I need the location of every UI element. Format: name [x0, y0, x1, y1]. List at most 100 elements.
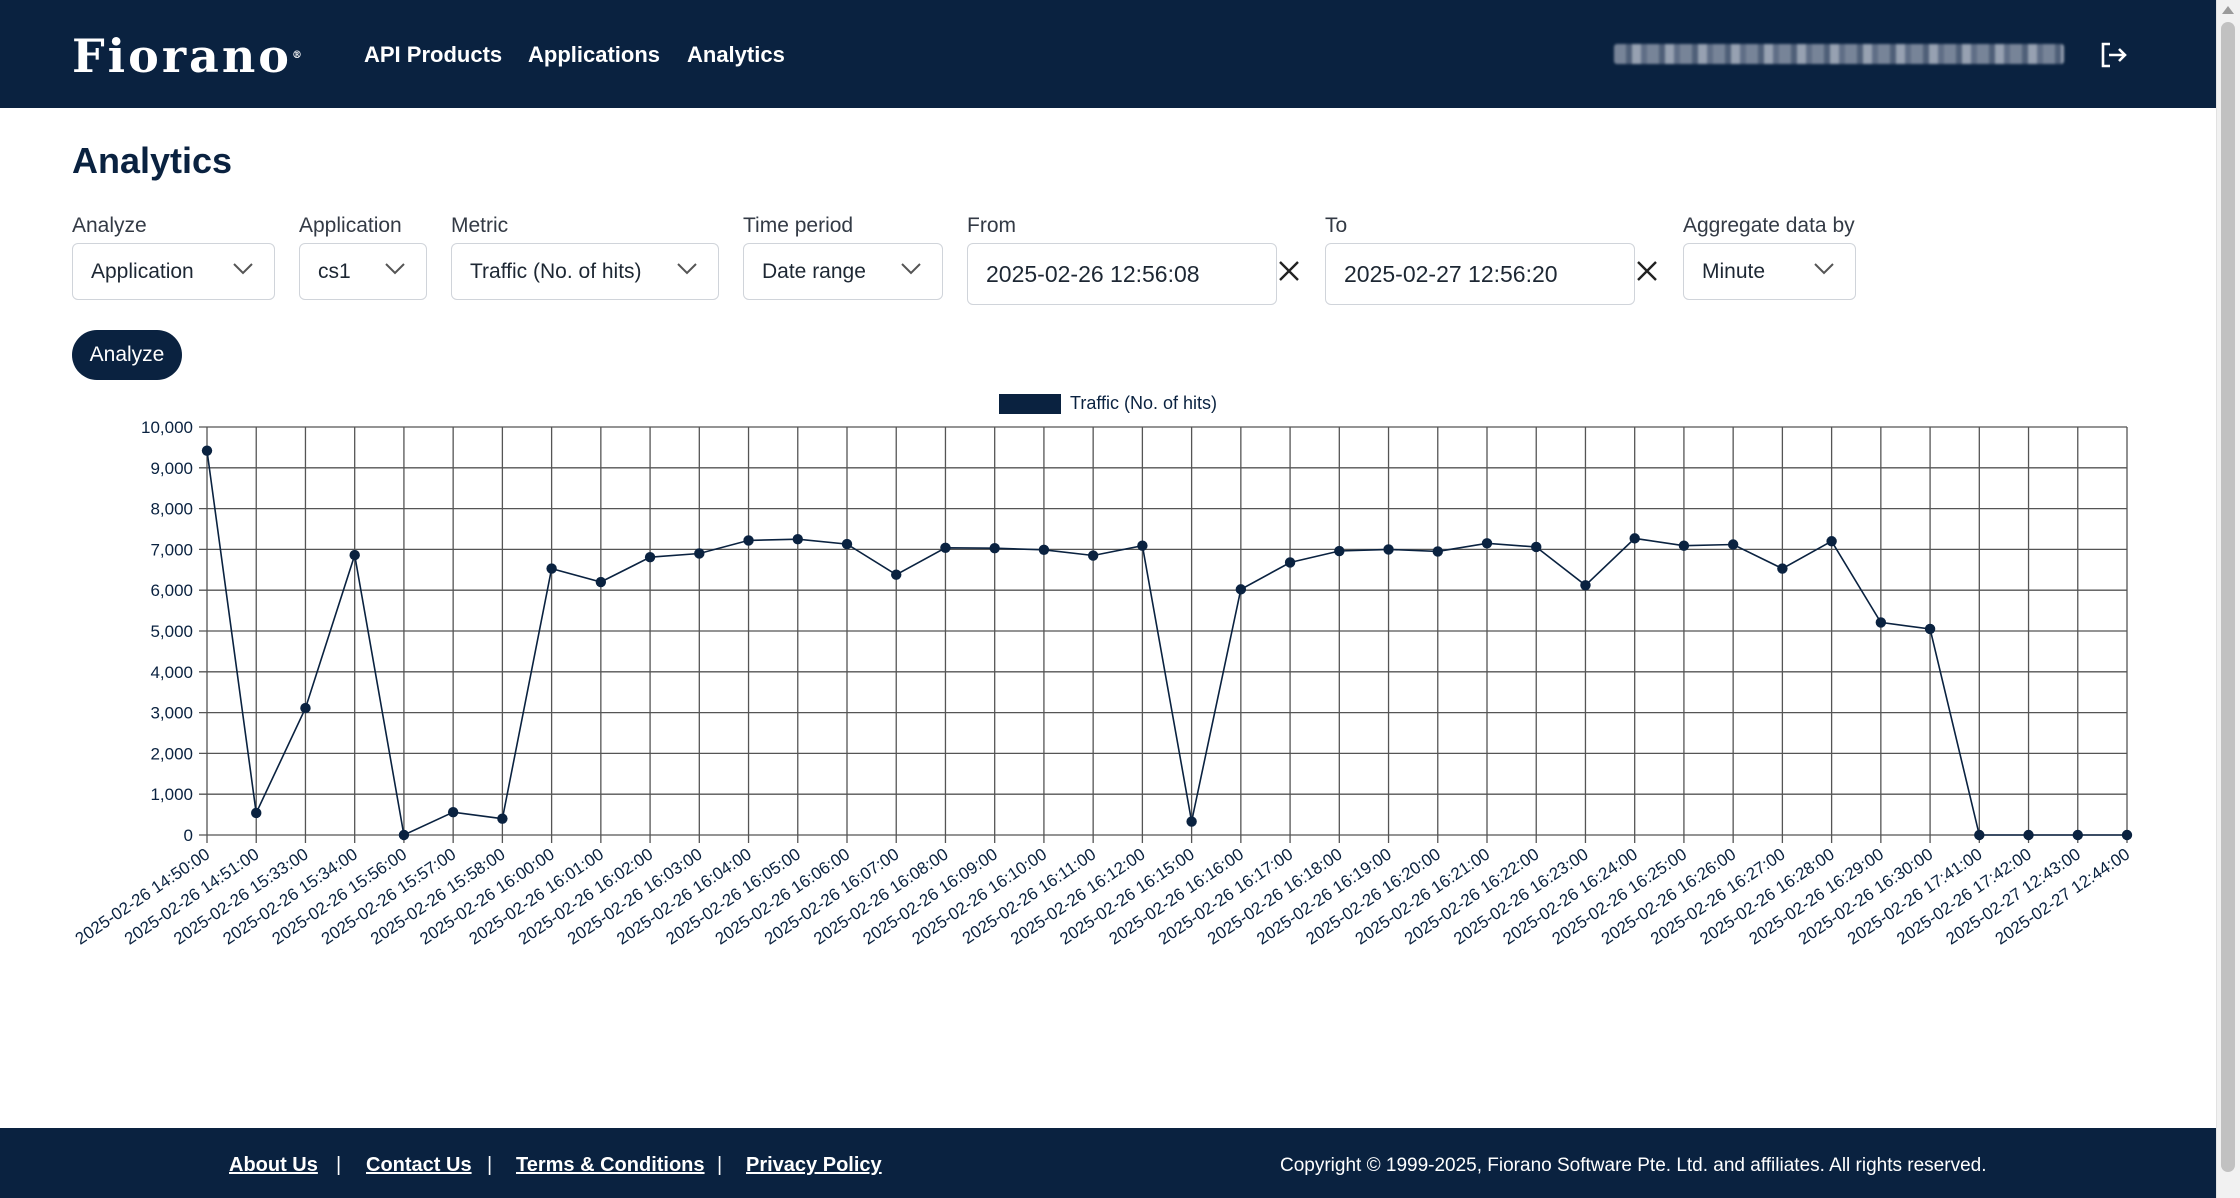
data-point — [497, 813, 508, 824]
registered-mark: ® — [291, 50, 302, 61]
y-tick-label: 5,000 — [150, 622, 193, 641]
metric-label: Metric — [451, 214, 509, 237]
footer-link-terms[interactable]: Terms & Conditions — [516, 1154, 705, 1176]
y-axis-ticks: 0 1,000 2,000 3,000 4,000 5,000 6,000 7,000 8,00… — [141, 418, 193, 845]
data-point — [1826, 536, 1837, 547]
y-tick-label: 0 — [184, 826, 193, 845]
series-line — [206, 450, 2127, 837]
data-point — [1678, 540, 1690, 551]
time-period-value: Date range — [762, 260, 866, 283]
data-point — [1924, 623, 1936, 635]
aggregate-select[interactable]: Minute — [1683, 243, 1856, 300]
data-point — [1727, 539, 1739, 550]
data-point — [940, 542, 951, 553]
footer — [0, 1128, 2216, 1198]
data-points — [201, 445, 2133, 841]
to-label: To — [1325, 214, 1348, 237]
data-point — [2072, 829, 2083, 841]
data-point — [2121, 829, 2133, 841]
user-email-redacted — [1614, 44, 2064, 64]
data-point — [1186, 816, 1197, 827]
data-point — [595, 576, 607, 588]
data-point — [1383, 544, 1394, 555]
data-point — [1481, 538, 1493, 549]
y-tick-label: 1,000 — [150, 785, 193, 804]
metric-value: Traffic (No. of hits) — [470, 260, 642, 283]
analyze-label: Analyze — [72, 214, 147, 237]
scroll-up-arrow[interactable] — [2222, 6, 2234, 14]
data-point — [300, 702, 311, 714]
close-icon[interactable] — [1276, 258, 1302, 284]
aggregate-label: Aggregate data by — [1683, 214, 1855, 237]
data-point — [1531, 541, 1542, 553]
from-date-input[interactable] — [967, 243, 1277, 305]
data-point — [546, 563, 557, 574]
application-select[interactable]: cs1 — [299, 243, 427, 300]
data-point — [1974, 829, 1985, 841]
chevron-down-icon — [677, 263, 697, 275]
data-point — [447, 806, 459, 818]
nav-api-products[interactable]: API Products — [364, 42, 503, 67]
footer-separator: | — [717, 1154, 723, 1176]
application-value: cs1 — [318, 260, 351, 283]
logo-text: Fiorano — [72, 29, 292, 83]
data-point — [841, 538, 853, 550]
logout-icon[interactable] — [2096, 38, 2130, 72]
aggregate-value: Minute — [1702, 260, 1766, 283]
data-point — [1777, 563, 1788, 574]
data-point — [2023, 829, 2034, 841]
y-tick-label: 6,000 — [150, 581, 193, 600]
data-point — [1629, 533, 1640, 544]
data-point — [743, 535, 754, 546]
data-point — [1432, 546, 1443, 557]
analyze-button[interactable]: Analyze — [72, 330, 182, 380]
y-tick-label: 7,000 — [150, 540, 193, 559]
y-tick-label: 8,000 — [150, 500, 193, 519]
analyze-select[interactable]: Application — [72, 243, 275, 300]
data-point — [251, 807, 262, 819]
y-tick-label: 10,000 — [141, 418, 193, 437]
data-point — [201, 445, 213, 456]
from-label: From — [967, 214, 1016, 237]
fiorano-logo[interactable]: Fiorano® — [72, 30, 302, 82]
metric-select[interactable]: Traffic (No. of hits) — [451, 243, 719, 300]
chevron-down-icon — [901, 263, 921, 275]
time-period-select[interactable]: Date range — [743, 243, 943, 300]
analyze-value: Application — [91, 260, 194, 283]
data-point — [1038, 544, 1050, 556]
legend-label: Traffic (No. of hits) — [1070, 393, 1217, 413]
nav-analytics[interactable]: Analytics — [687, 42, 785, 67]
to-date-input[interactable] — [1325, 243, 1635, 305]
y-tick-label: 3,000 — [150, 704, 193, 723]
chevron-down-icon — [1814, 263, 1834, 275]
data-point — [1087, 550, 1099, 561]
footer-link-privacy-policy[interactable]: Privacy Policy — [746, 1154, 882, 1176]
footer-link-contact-us[interactable]: Contact Us — [366, 1154, 472, 1176]
close-icon[interactable] — [1634, 258, 1660, 284]
time-period-label: Time period — [743, 214, 854, 237]
copyright-text: Copyright © 1999-2025, Fiorano Software … — [1280, 1155, 1987, 1176]
data-point — [349, 549, 360, 561]
data-point — [989, 542, 1000, 554]
application-label: Application — [299, 214, 402, 237]
footer-separator: | — [487, 1154, 493, 1176]
data-point — [1334, 545, 1345, 557]
chart-grid — [199, 426, 2128, 843]
data-point — [1580, 580, 1591, 591]
chevron-down-icon — [233, 263, 253, 275]
footer-separator: | — [336, 1154, 342, 1176]
data-point — [1875, 617, 1887, 628]
data-point — [1235, 584, 1247, 595]
nav-applications[interactable]: Applications — [528, 42, 661, 67]
y-tick-label: 2,000 — [150, 744, 193, 763]
footer-link-about-us[interactable]: About Us — [229, 1154, 318, 1176]
chevron-down-icon — [385, 263, 405, 275]
data-point — [792, 534, 803, 545]
legend-swatch — [999, 394, 1061, 414]
scrollbar-thumb[interactable] — [2221, 22, 2235, 1172]
data-point — [398, 829, 410, 841]
data-point — [1284, 557, 1296, 568]
data-point — [891, 569, 902, 580]
traffic-line-chart: 0 1,000 2,000 3,000 4,000 5,000 6,000 7,000 8,00… — [72, 393, 2133, 949]
